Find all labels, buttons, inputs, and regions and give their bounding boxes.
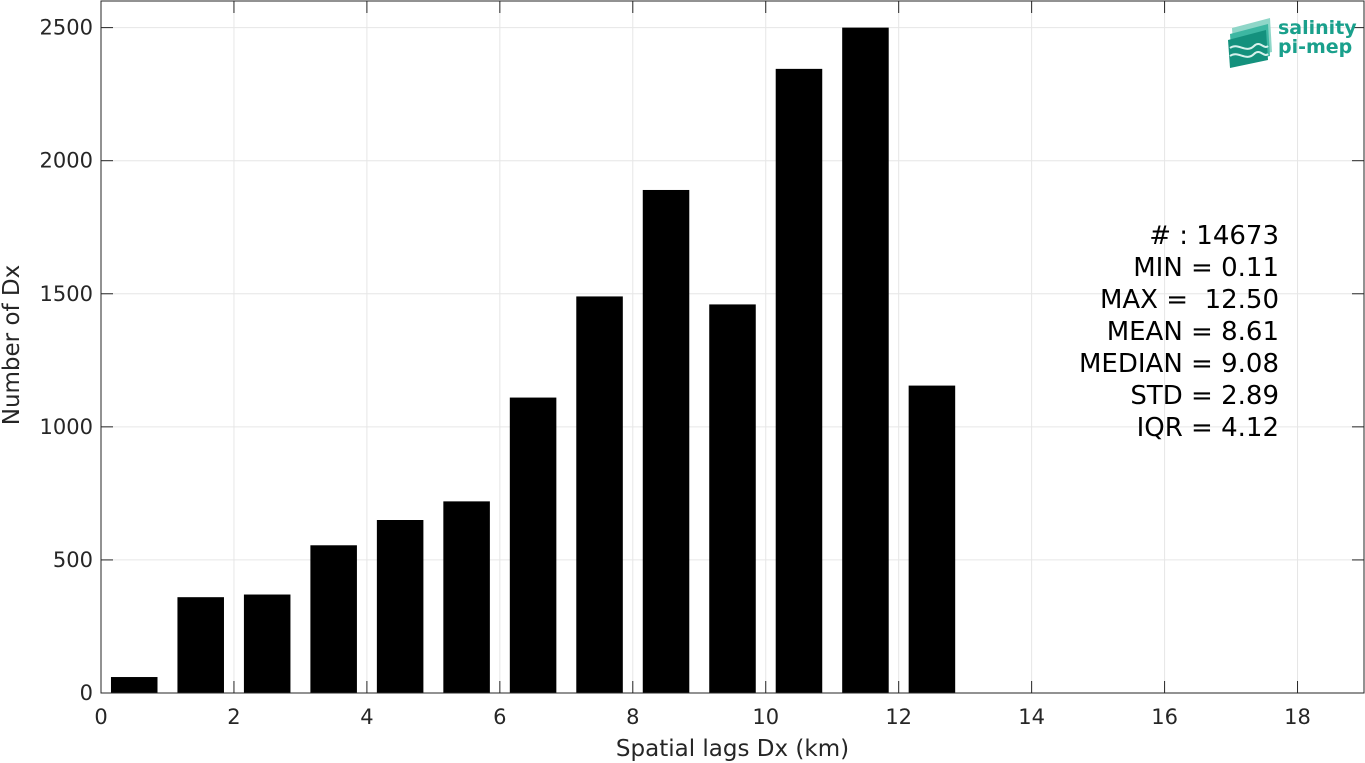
x-axis-label: Spatial lags Dx (km) [616,736,849,762]
stats-max: MAX = 12.50 [1100,285,1279,315]
histogram-bar [376,520,424,693]
x-tick-label: 4 [360,705,373,729]
stats-std: STD = 2.89 [1130,381,1279,411]
histogram-bar [709,304,756,693]
histogram-bar [243,594,291,693]
stats-box: # : 14673 MIN = 0.11 MAX = 12.50 MEAN = … [1079,221,1279,443]
histogram-bar [509,397,557,693]
y-tick-label: 1500 [40,282,93,306]
stats-median: MEDIAN = 9.08 [1079,349,1279,379]
histogram-bar [443,501,490,693]
x-tick-label: 6 [493,705,506,729]
x-tick-label: 0 [94,705,107,729]
stats-iqr: IQR = 4.12 [1137,413,1279,443]
ticks-layer: 0 2 4 6 8 10 12 14 16 18 0 500 1000 1500 2000 2500 [40,1,1364,729]
stats-min: MIN = 0.11 [1133,253,1279,283]
x-tick-label: 14 [1018,705,1045,729]
histogram-bar [642,189,690,693]
wave-layers-icon [1228,18,1272,68]
x-tick-label: 10 [752,705,779,729]
x-tick-label: 18 [1284,705,1311,729]
x-tick-label: 16 [1151,705,1178,729]
histogram-bar [775,68,823,693]
stats-count: # : 14673 [1149,221,1279,251]
histogram-bar [310,545,357,693]
y-tick-label: 0 [80,681,93,705]
histogram-bar [110,677,158,693]
y-tick-label: 2500 [40,16,93,40]
salinity-pimep-logo: salinity pi-mep [1228,17,1357,68]
x-tick-label: 8 [626,705,639,729]
histogram-bar [842,27,889,694]
y-tick-label: 1000 [40,415,93,439]
bars-layer [110,27,956,694]
plot-frame [100,0,1365,694]
y-axis-label: Number of Dx [0,265,25,426]
y-tick-label: 2000 [40,149,93,173]
histogram-bar [908,385,956,693]
logo-line-2: pi-mep [1278,36,1352,58]
histogram-bar [177,597,224,693]
stats-mean: MEAN = 8.61 [1107,317,1279,347]
x-tick-label: 12 [885,705,912,729]
logo-line-1: salinity [1278,17,1357,39]
y-tick-label: 500 [53,548,93,572]
histogram-bar [576,296,623,693]
x-tick-label: 2 [227,705,240,729]
